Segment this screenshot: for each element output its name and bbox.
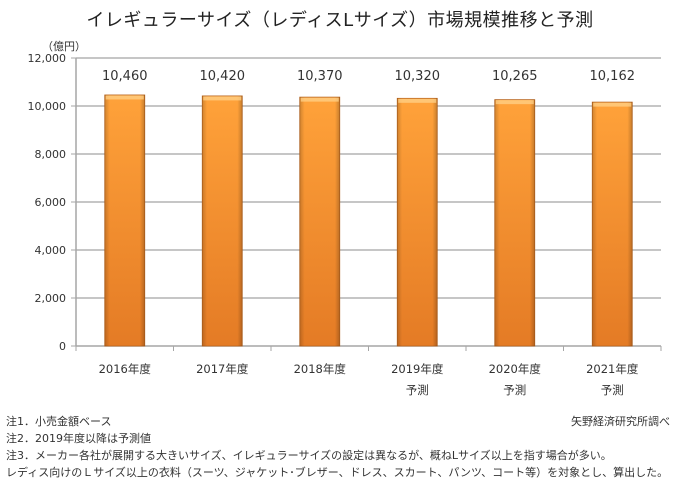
y-tick-label: 10,000 xyxy=(28,100,67,113)
data-label: 10,162 xyxy=(590,69,636,84)
bar-top-highlight xyxy=(203,96,242,101)
bars xyxy=(104,94,633,347)
x-tick-label: 2018年度 xyxy=(294,362,347,376)
source-credit: 矢野経済研究所調べ xyxy=(571,415,670,428)
x-tick-sublabel: 予測 xyxy=(503,383,526,397)
axes xyxy=(71,57,662,351)
bar-shading xyxy=(202,95,243,346)
y-tick-label: 12,000 xyxy=(28,52,67,65)
bar-top-highlight xyxy=(105,95,144,100)
x-tick-label: 2021年度 xyxy=(586,362,639,376)
data-label: 10,265 xyxy=(492,69,538,84)
bar-top-highlight xyxy=(593,102,632,107)
footnote-3: 注3．メーカー各社が展開する大きいサイズ、イレギュラーサイズの設定は異なるが、概… xyxy=(6,449,612,462)
bar-top-highlight xyxy=(300,97,339,102)
footnote-4: レディス向けのＬサイズ以上の衣料（スーツ、ジャケット･ブレザー、ドレス、スカート… xyxy=(6,466,669,479)
y-tick-label: 0 xyxy=(59,340,66,353)
bar-top-highlight xyxy=(495,100,534,105)
footnote-2: 注2．2019年度以降は予測値 xyxy=(6,432,151,445)
x-tick-label: 2017年度 xyxy=(196,362,249,376)
y-tick-label: 8,000 xyxy=(35,148,67,161)
gridlines xyxy=(76,57,661,299)
footnotes: 注1．小売金額ベース 注2．2019年度以降は予測値 注3．メーカー各社が展開す… xyxy=(6,413,668,481)
data-label: 10,320 xyxy=(395,69,441,84)
y-axis-unit-label: （億円） xyxy=(42,40,86,53)
bar-top-highlight xyxy=(398,98,437,103)
labels: 0 2,000 4,000 6,000 8,000 10,000 12,000 10,460 2… xyxy=(28,52,639,397)
data-label: 10,460 xyxy=(102,69,148,84)
y-tick-label: 6,000 xyxy=(35,196,67,209)
bar-shading xyxy=(397,98,438,346)
x-tick-sublabel: 予測 xyxy=(601,383,624,397)
data-label: 10,420 xyxy=(200,69,246,84)
data-label: 10,370 xyxy=(297,69,343,84)
x-tick-label: 2019年度 xyxy=(391,362,444,376)
bar-shading xyxy=(592,102,633,346)
bar-chart: 0 2,000 4,000 6,000 8,000 10,000 12,000 10,460 2… xyxy=(28,52,662,397)
x-tick-label: 2020年度 xyxy=(489,362,542,376)
x-tick-label: 2016年度 xyxy=(99,362,152,376)
y-tick-label: 2,000 xyxy=(35,292,67,305)
y-tick-label: 4,000 xyxy=(35,244,67,257)
x-tick-sublabel: 予測 xyxy=(406,383,429,397)
bar-shading xyxy=(104,94,145,347)
bar-shading xyxy=(299,97,340,347)
footnote-1: 注1．小売金額ベース xyxy=(6,415,112,428)
bar-shading xyxy=(494,99,535,346)
chart-title: イレギュラーサイズ（レディスLサイズ）市場規模推移と予測 xyxy=(86,10,594,31)
